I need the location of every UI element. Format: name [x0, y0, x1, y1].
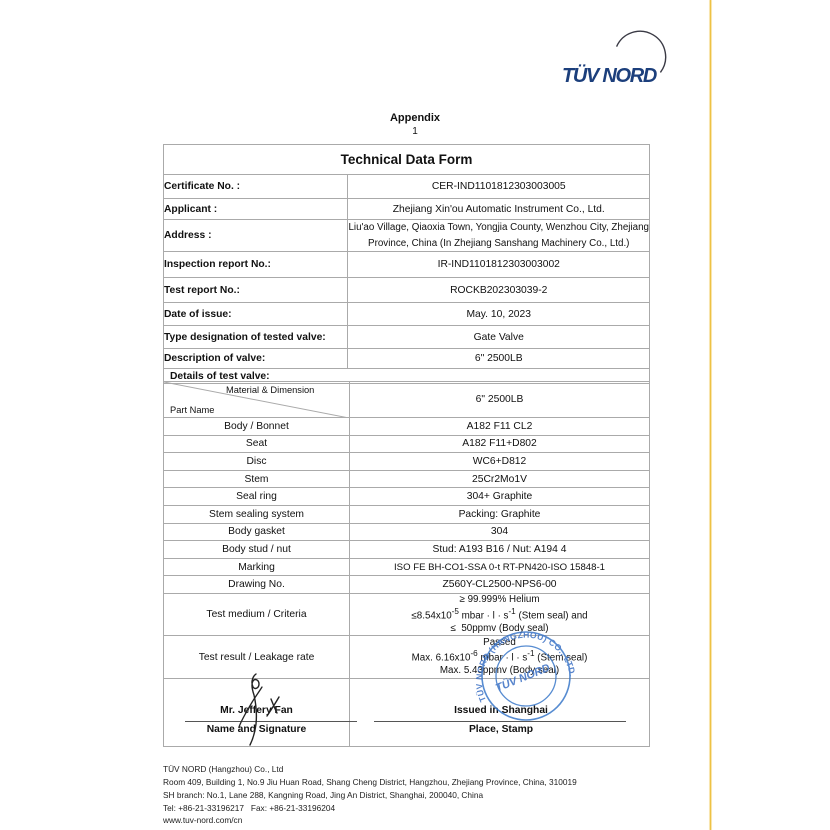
svg-text:TÜV NORD: TÜV NORD — [562, 64, 657, 87]
svg-text:TÜV NORD (HANGZHOU) CO., LTD.: TÜV NORD (HANGZHOU) CO., LTD. — [474, 630, 578, 704]
svg-text:TÜV NORD: TÜV NORD — [494, 661, 552, 695]
